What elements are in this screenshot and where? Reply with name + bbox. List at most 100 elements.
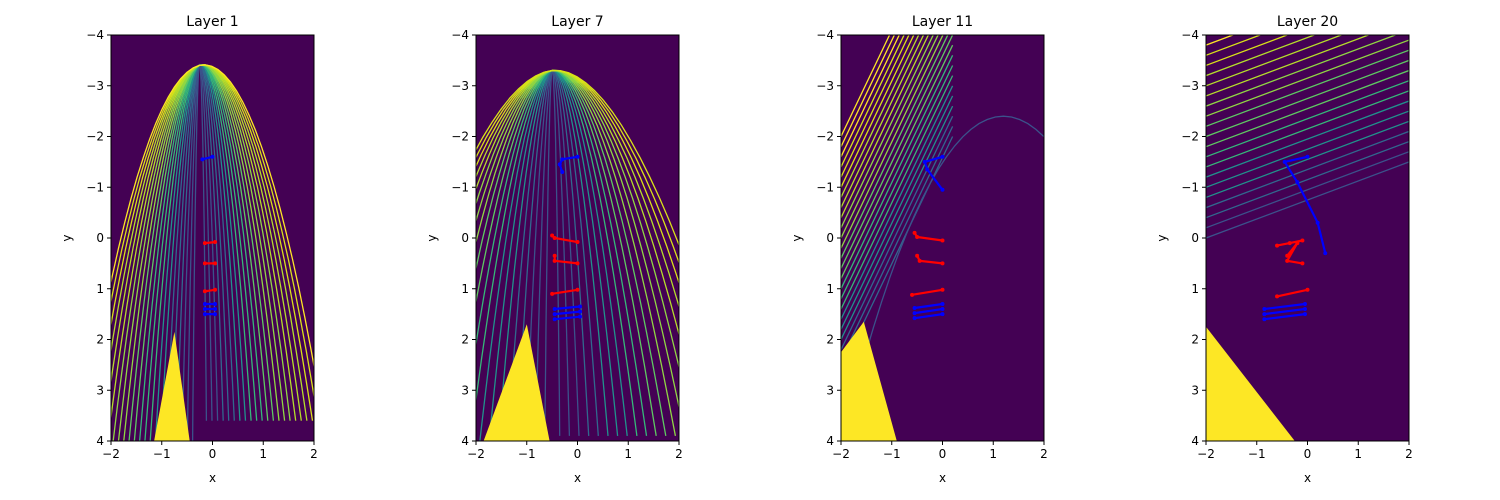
- blue-trajectory-point: [552, 317, 557, 322]
- x-tick-label: −1: [1248, 447, 1266, 461]
- x-tick-label: 2: [1040, 447, 1048, 461]
- y-tick-label: −3: [816, 79, 834, 93]
- red-trajectory: [910, 288, 944, 296]
- red-trajectory-point: [915, 253, 920, 258]
- y-axis-label: y: [425, 234, 439, 241]
- blue-trajectory: [1263, 313, 1307, 321]
- red-trajectory-point: [202, 261, 207, 266]
- panel-4: −2 −1 0 1 2 −4 −3 −2 −1 0 1 2 3 4 Layer 20 x y: [1155, 14, 1413, 485]
- x-tick-label: −1: [153, 447, 171, 461]
- red-trajectory-point: [1275, 243, 1280, 248]
- contour-line: [841, 75, 954, 310]
- red-trajectory: [551, 288, 579, 295]
- red-trajectory-point: [910, 292, 915, 297]
- contour-area: [1206, 35, 1409, 441]
- contour-line: [841, 55, 954, 290]
- y-tick-label: −1: [1181, 180, 1199, 194]
- contour-line: [841, 126, 954, 361]
- contour-line: [1206, 49, 1409, 127]
- contour-line: [841, 35, 954, 269]
- blue-trajectory: [923, 155, 944, 191]
- contour-line: [1206, 90, 1409, 168]
- red-trajectory-point: [1300, 261, 1305, 266]
- blue-trajectory-point: [213, 301, 218, 306]
- red-trajectory-point: [550, 291, 555, 296]
- contour-line: [1206, 39, 1409, 117]
- y-tick-label: 2: [826, 333, 834, 347]
- y-tick-label: 3: [826, 383, 834, 397]
- contour-line: [841, 35, 905, 168]
- x-tick-label: 2: [310, 447, 318, 461]
- y-tick-label: −3: [1181, 79, 1199, 93]
- blue-trajectory-point: [578, 309, 583, 314]
- x-axis-label: x: [1304, 471, 1311, 485]
- red-trajectory-point: [1287, 241, 1292, 246]
- red-trajectory-point: [575, 261, 580, 266]
- blue-trajectory-point: [578, 304, 583, 309]
- red-trajectory-point: [552, 236, 557, 240]
- y-tick-label: −4: [451, 28, 469, 42]
- blue-trajectory-point: [912, 316, 917, 321]
- x-tick-label: 1: [259, 447, 267, 461]
- red-trajectory-point: [550, 233, 555, 238]
- y-tick-label: −1: [816, 180, 834, 194]
- x-tick-label: 0: [1304, 447, 1312, 461]
- y-tick-label: −3: [451, 79, 469, 93]
- blue-trajectory-point: [578, 314, 583, 319]
- contour-line: [841, 44, 954, 279]
- contour-line: [841, 95, 954, 330]
- blue-trajectory: [1263, 307, 1307, 316]
- contour-line: [841, 35, 939, 239]
- y-tick-label: −3: [86, 79, 104, 93]
- contour-line: [841, 35, 891, 137]
- x-tick-label: −2: [832, 447, 850, 461]
- blue-trajectory-point: [202, 301, 207, 306]
- panel-title: Layer 20: [1277, 14, 1338, 30]
- contour-line: [1206, 120, 1409, 199]
- blue-trajectory-point: [560, 157, 565, 162]
- blue-trajectory-point: [940, 307, 945, 312]
- blue-trajectory-point: [940, 312, 945, 317]
- red-trajectory-point: [213, 287, 218, 292]
- red-trajectory-point: [1285, 253, 1290, 258]
- contour-line: [1206, 140, 1409, 219]
- blue-trajectory-point: [200, 157, 205, 162]
- x-tick-label: 0: [209, 447, 217, 461]
- contour-line: [1206, 69, 1409, 148]
- y-tick-label: −4: [1181, 28, 1199, 42]
- blue-trajectory-point: [940, 187, 945, 192]
- red-trajectory-point: [1285, 258, 1290, 263]
- contour-line: [841, 35, 949, 259]
- red-trajectory-point: [940, 287, 945, 292]
- y-tick-label: −4: [86, 28, 104, 42]
- panel-2: −2 −1 0 1 2 −4 −3 −2 −1 0 1 2 3 4 Layer 7 x y: [425, 14, 683, 485]
- red-trajectory-point: [940, 238, 945, 243]
- blue-trajectory-point: [940, 301, 945, 306]
- y-tick-label: 2: [461, 333, 469, 347]
- contour-line: [1206, 130, 1409, 209]
- contour-line: [841, 35, 920, 198]
- y-tick-label: 0: [826, 231, 834, 245]
- red-trajectory-point: [1300, 238, 1305, 243]
- contour-line: [841, 35, 934, 229]
- blue-trajectory-point: [1262, 312, 1267, 317]
- contour-line: [841, 35, 915, 188]
- blue-trajectory: [913, 313, 944, 320]
- y-tick-label: −2: [816, 130, 834, 144]
- x-axis-label: x: [209, 471, 216, 485]
- red-trajectory-point: [202, 241, 207, 246]
- blue-trajectory-point: [560, 170, 565, 175]
- panel-3: −2 −1 0 1 2 −4 −3 −2 −1 0 1 2 3 4 Layer 11 x y: [790, 14, 1048, 485]
- blue-trajectory-point: [1323, 251, 1328, 256]
- contour-line: [841, 35, 925, 208]
- x-tick-label: 1: [624, 447, 632, 461]
- blue-trajectory: [913, 302, 944, 310]
- contour-line: [111, 64, 314, 370]
- y-tick-label: 1: [826, 282, 834, 296]
- blue-trajectory-point: [1305, 154, 1310, 159]
- x-tick-label: −1: [883, 447, 901, 461]
- y-tick-label: 3: [96, 383, 104, 397]
- blue-trajectory: [553, 305, 582, 311]
- panel-title: Layer 7: [551, 14, 603, 30]
- panel-1: −2 −1 0 1 2 −4 −3 −2 −1 0 1 2 3 4 Layer 1 x y: [60, 14, 318, 485]
